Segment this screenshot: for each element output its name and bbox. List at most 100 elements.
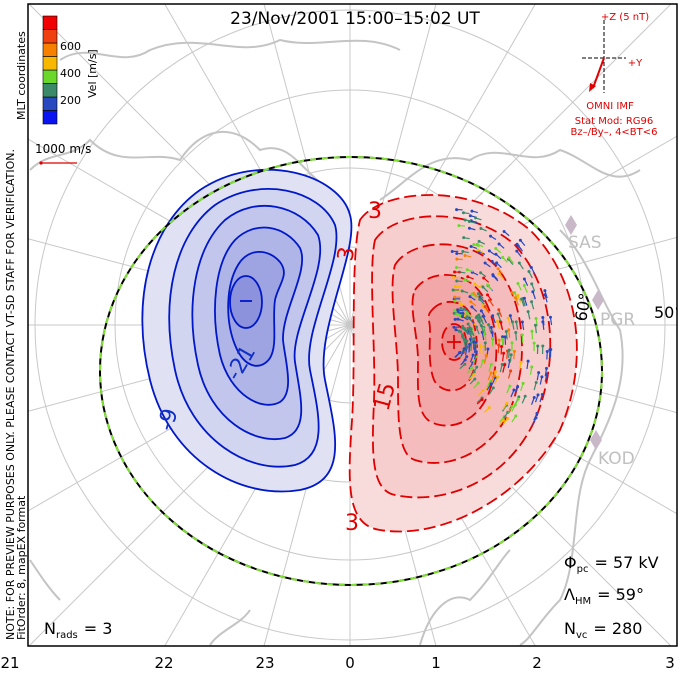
- velocity-vector-origin: [540, 375, 544, 379]
- velocity-vector-origin: [495, 319, 499, 323]
- stat-lambda-hm: ΛHM = 59°: [564, 585, 644, 607]
- contour-label: 3: [345, 511, 359, 536]
- colorbar-tick: 400: [60, 67, 81, 80]
- colorbar-segment: [42, 42, 58, 57]
- velocity-vector-origin: [517, 395, 521, 399]
- velocity-vector-origin: [470, 292, 474, 296]
- colorbar-segment: [42, 69, 58, 84]
- velocity-vector-origin: [461, 311, 465, 315]
- velocity-vector-origin: [497, 338, 501, 342]
- velocity-vector-origin: [505, 401, 509, 405]
- velocity-vector-origin: [484, 353, 488, 357]
- velocity-vector-origin: [548, 315, 552, 319]
- velocity-vector-origin: [458, 314, 462, 318]
- velocity-vector-origin: [530, 300, 534, 304]
- velocity-vector-origin: [472, 372, 476, 376]
- velocity-vector-origin: [497, 272, 501, 276]
- velocity-vector-origin: [476, 381, 480, 385]
- velocity-vector-origin: [545, 349, 549, 353]
- velocity-vector-origin: [512, 349, 516, 353]
- latitude-label-50: 50°: [654, 303, 680, 322]
- velocity-vector-origin: [541, 320, 545, 324]
- velocity-vector-origin: [461, 335, 465, 339]
- velocity-vectors: [450, 208, 553, 427]
- velocity-vector-origin: [487, 249, 491, 253]
- velocity-vector-origin: [486, 347, 490, 351]
- velocity-vector-origin: [462, 236, 466, 240]
- radar-markers: [565, 215, 604, 450]
- velocity-vector-origin: [465, 311, 469, 315]
- mlt-tick: 2: [532, 654, 542, 672]
- velocity-vector-origin: [541, 315, 545, 319]
- velocity-vector-origin: [512, 388, 516, 392]
- velocity-vector-origin: [510, 341, 514, 345]
- velocity-vector-origin: [461, 250, 465, 254]
- velocity-vector-origin: [510, 404, 514, 408]
- velocity-vector-origin: [535, 411, 539, 415]
- velocity-vector-origin: [529, 266, 533, 270]
- velocity-vector-origin: [534, 316, 538, 320]
- velocity-vector-origin: [507, 348, 511, 352]
- velocity-vector-origin: [478, 297, 482, 301]
- velocity-vector-origin: [502, 229, 506, 233]
- imf-condition: Bz–/By–, 4<BT<6: [570, 127, 657, 138]
- velocity-vector-origin: [522, 296, 526, 300]
- velocity-vector-origin: [469, 244, 473, 248]
- latitude-grid: [28, 4, 677, 646]
- velocity-vector-origin: [474, 340, 478, 344]
- velocity-vector-origin: [532, 341, 536, 345]
- velocity-vector-origin: [481, 359, 485, 363]
- map-title: 23/Nov/2001 15:00–15:02 UT: [230, 9, 480, 29]
- velocity-vector-origin: [516, 385, 520, 389]
- stat-phi-pc: Φpc = 57 kV: [564, 553, 659, 575]
- velocity-vector-origin: [491, 386, 495, 390]
- velocity-vector-origin: [489, 325, 493, 329]
- velocity-vector-origin: [501, 337, 505, 341]
- velocity-vector-origin: [536, 393, 540, 397]
- mlt-tick: 21: [0, 654, 19, 672]
- velocity-vector-origin: [462, 347, 466, 351]
- velocity-vector-origin: [451, 288, 455, 292]
- velocity-vector-origin: [460, 315, 464, 319]
- velocity-vector-origin: [493, 370, 497, 374]
- velocity-vector-origin: [534, 380, 538, 384]
- velocity-vector-origin: [532, 396, 536, 400]
- mlt-tick: 22: [154, 654, 173, 672]
- radar-label-pgr: PGR: [600, 310, 635, 330]
- latitude-label-60: 60°: [571, 291, 595, 322]
- velocity-vector-origin: [475, 365, 479, 369]
- contour-label: 3: [368, 199, 382, 224]
- velocity-vector-origin: [469, 327, 473, 331]
- velocity-vector-origin: [501, 255, 505, 259]
- velocity-vector-origin: [453, 317, 457, 321]
- velocity-vector-origin: [548, 348, 552, 352]
- velocity-vector-origin: [516, 282, 520, 286]
- velocity-vector-origin: [489, 234, 493, 238]
- velocity-vector-origin: [465, 268, 469, 272]
- stat-n-rads: Nrads = 3: [44, 619, 112, 641]
- velocity-vector-origin: [497, 343, 501, 347]
- mlt-tick: 3: [665, 654, 675, 672]
- imf-z-label: +Z (5 nT): [601, 12, 649, 23]
- velocity-vector-origin: [502, 351, 506, 355]
- velocity-vector-origin: [482, 276, 486, 280]
- colorbar-segment: [42, 56, 58, 71]
- velocity-vector-origin: [483, 305, 487, 309]
- velocity-vector-origin: [463, 218, 467, 222]
- velocity-vector-origin: [544, 366, 548, 370]
- velocity-vector-origin: [456, 308, 460, 312]
- colorbar-segment: [42, 29, 58, 44]
- velocity-vector-origin: [479, 226, 483, 230]
- velocity-vector-origin: [478, 344, 482, 348]
- velocity-vector-origin: [531, 290, 535, 294]
- velocity-vector-origin: [487, 406, 491, 410]
- velocity-vector-origin: [483, 261, 487, 265]
- velocity-vector-origin: [470, 366, 474, 370]
- velocity-vector-origin: [469, 300, 473, 304]
- mlt-tick: 23: [255, 654, 274, 672]
- velocity-vector-origin: [514, 414, 518, 418]
- velocity-vector-origin: [470, 209, 474, 213]
- velocity-vector-origin: [453, 299, 457, 303]
- colorbar-segment: [42, 110, 58, 125]
- velocity-vector-origin: [526, 359, 530, 363]
